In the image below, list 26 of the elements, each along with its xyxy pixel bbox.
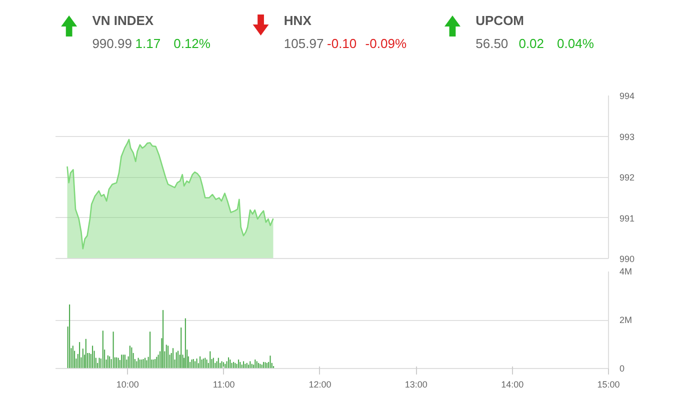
data-label: -0.10 [327,36,357,51]
category-label: HNX [284,13,312,28]
x-tick-label: 10:00 [116,380,139,390]
x-tick-label: 11:00 [212,380,235,390]
category-label: VN INDEX [92,13,154,28]
data-label: 56.50 [476,36,508,51]
data-label: 990.99 [92,36,132,51]
y-tick-label: 990 [620,254,635,264]
data-label: 1.17 [135,36,161,51]
x-tick-label: 13:00 [404,380,428,390]
data-label: 105.97 [284,36,324,51]
y-tick-label: 991 [620,213,635,224]
category-label: UPCOM [476,13,524,28]
data-label: 0.12% [174,36,211,51]
y-tick-label: 993 [620,132,635,142]
x-tick-label: 15:00 [597,380,620,390]
y-tick-label: 992 [620,172,635,182]
y-tick-label: 2M [620,315,632,325]
data-label: 0.04% [557,36,594,51]
y-tick-label: 0 [620,364,625,374]
x-tick-label: 12:00 [308,380,332,390]
y-tick-label: 4M [620,266,632,276]
x-tick-label: 14:00 [501,380,524,390]
y-tick-label: 994 [620,91,635,101]
data-label: -0.09% [365,36,407,51]
data-label: 0.02 [518,36,544,51]
